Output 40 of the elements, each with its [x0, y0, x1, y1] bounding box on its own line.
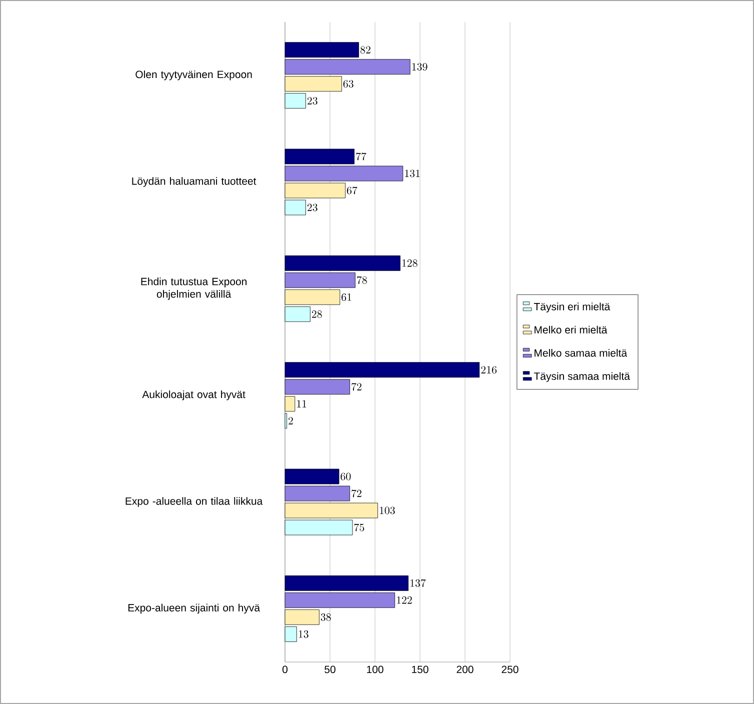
- legend-label: Täysin eri mieltä: [534, 302, 610, 312]
- data-label: 122: [396, 596, 412, 604]
- y-tick-label: Expo -alueella on tilaa liikkua: [126, 497, 263, 507]
- data-label: 63: [343, 80, 354, 88]
- data-label: 78: [357, 276, 367, 284]
- y-tick-label: Expo-alueen sijainti on hyvä: [128, 604, 260, 614]
- data-label: 23: [307, 204, 318, 212]
- y-tick-label: Aukioloajat ovat hyvät: [142, 390, 246, 400]
- legend-label: Melko samaa mieltä: [534, 349, 628, 357]
- data-label: 61: [342, 293, 352, 301]
- data-label: 2: [288, 417, 293, 424]
- data-label: 67: [346, 186, 358, 194]
- data-label: 75: [354, 524, 364, 532]
- data-label: 38: [320, 613, 331, 621]
- y-tick-label: Ehdin tutustua Expoon ohjelmien välillä: [141, 278, 247, 300]
- x-tick-label: 150: [412, 666, 428, 674]
- data-label: 11: [297, 400, 306, 408]
- data-label: 23: [307, 97, 318, 105]
- x-tick-label: 100: [367, 666, 384, 674]
- data-label: 103: [380, 506, 395, 514]
- data-label: 128: [402, 259, 418, 267]
- data-label: 131: [405, 170, 420, 178]
- legend-label: Melko eri mieltä: [534, 326, 608, 334]
- data-label: 77: [356, 152, 366, 160]
- data-label: 216: [481, 366, 497, 374]
- x-tick-label: 0: [282, 666, 288, 674]
- legend-label: Täysin samaa mieltä: [534, 372, 630, 382]
- x-tick-label: 50: [324, 666, 336, 674]
- data-label: 13: [298, 630, 308, 638]
- data-label: 72: [352, 490, 362, 498]
- data-label: 72: [352, 382, 362, 391]
- x-tick-label: 200: [456, 666, 474, 674]
- data-label: 28: [312, 310, 322, 318]
- data-label: 82: [360, 46, 370, 54]
- data-label: 60: [340, 472, 351, 480]
- data-label: 139: [412, 63, 428, 71]
- y-tick-label: Olen tyytyväinen Expoon: [136, 70, 252, 80]
- x-tick-label: 250: [502, 666, 518, 674]
- data-label: 137: [410, 579, 426, 587]
- y-tick-label: Löydän haluamani tuotteet: [132, 177, 256, 187]
